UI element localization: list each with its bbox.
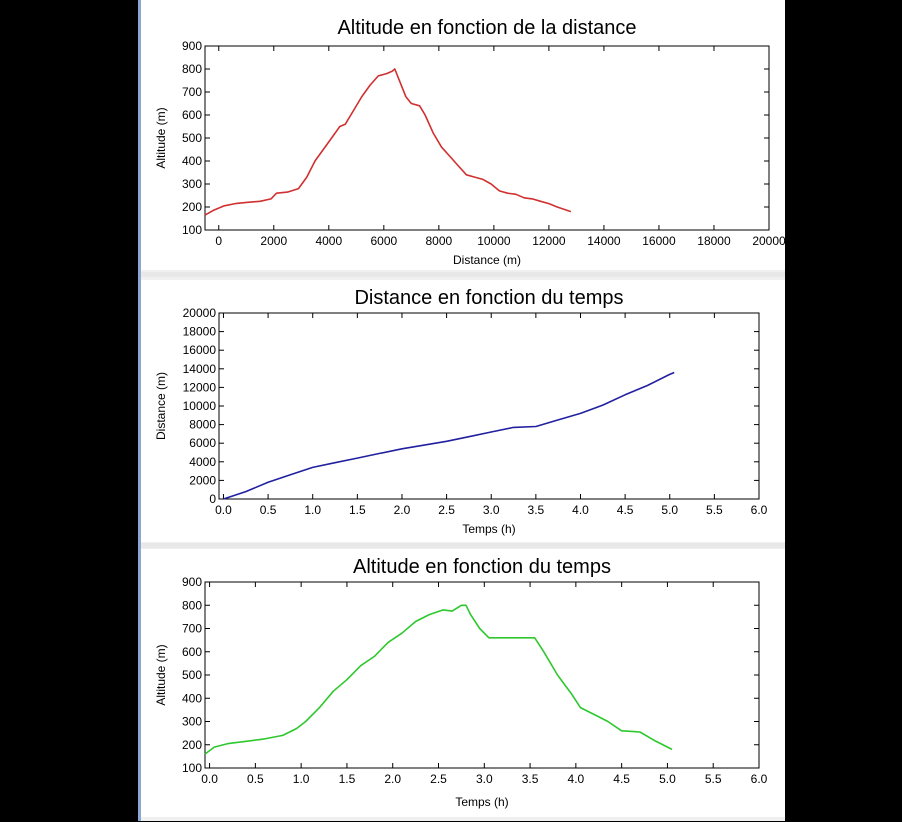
x-tick-label: 2000 [260,234,287,248]
series-line [204,604,673,755]
y-tick-label: 0 [209,492,216,506]
chart-title: Altitude en fonction de la distance [337,17,636,39]
y-tick-label: 500 [182,131,202,145]
y-tick-label: 500 [182,668,202,682]
chart-altitude-distance: Altitude en fonction de la distance 100 20… [154,17,786,267]
x-tick-label: 6.0 [751,772,768,786]
y-axis-label: Altitude (m) [154,107,168,168]
y-tick-label: 4000 [189,455,216,469]
y-axis-label: Distance (m) [154,372,168,440]
x-tick-label: 6.0 [751,503,768,517]
x-tick-label: 6000 [370,234,397,248]
panel-distance-temps: Distance en fonction du temps 0 2000 4000 60… [141,280,785,542]
x-tick-label: 4000 [315,234,342,248]
y-tick-label: 700 [182,85,202,99]
y-tick-label: 14000 [183,362,217,376]
panel-divider [141,543,785,548]
x-tick-label: 2.5 [430,772,447,786]
y-tick-label: 100 [182,761,202,775]
y-tick-label: 100 [182,223,202,237]
panel-divider [141,272,785,277]
x-tick-label: 5.5 [706,503,723,517]
chart-altitude-temps: Altitude en fonction du temps 100 200 300 40… [154,556,768,809]
x-tick-label: 2.0 [394,503,411,517]
x-axis-label: Temps (h) [455,795,508,809]
panel-altitude-temps: Altitude en fonction du temps 100 200 300 40… [141,549,785,817]
x-tick-label: 4.0 [572,503,589,517]
plot-area [204,45,770,231]
x-tick-label: 5.5 [705,772,722,786]
plot-area [204,581,760,769]
chart-title: Distance en fonction du temps [354,287,623,309]
x-tick-label: 1.0 [304,503,321,517]
y-tick-label: 12000 [183,380,217,394]
y-tick-label: 900 [182,575,202,589]
x-tick-label: 4.5 [617,503,634,517]
x-tick-label: 8000 [426,234,453,248]
series-line [223,371,675,500]
x-tick-label: 20000 [752,234,785,248]
x-tick-label: 1.0 [293,772,310,786]
x-tick-label: 1.5 [339,772,356,786]
x-tick-label: 2.0 [384,772,401,786]
x-tick-label: 10000 [477,234,511,248]
x-tick-label: 5.0 [661,503,678,517]
panel-altitude-distance: Altitude en fonction de la distance 100 20… [141,0,786,270]
y-tick-label: 800 [182,598,202,612]
y-tick-label: 400 [182,691,202,705]
y-tick-label: 400 [182,154,202,168]
x-tick-label: 4.0 [568,772,585,786]
x-tick-label: 0.0 [201,772,218,786]
chart-distance-temps: Distance en fonction du temps 0 2000 4000 60… [154,287,768,536]
y-tick-label: 900 [182,39,202,53]
x-tick-label: 3.0 [476,772,493,786]
figure-window: Altitude en fonction de la distance 100 20… [138,0,786,821]
window-left-border [138,0,141,821]
y-tick-label: 600 [182,108,202,122]
y-tick-label: 800 [182,62,202,76]
y-tick-label: 16000 [183,343,217,357]
y-tick-label: 200 [182,200,202,214]
x-tick-label: 0.5 [260,503,277,517]
y-tick-label: 18000 [183,325,217,339]
x-tick-label: 14000 [587,234,621,248]
chart-title: Altitude en fonction du temps [353,556,611,578]
y-tick-label: 20000 [183,306,217,320]
x-tick-label: 4.5 [613,772,630,786]
x-tick-label: 2.5 [438,503,455,517]
x-tick-label: 1.5 [349,503,366,517]
y-tick-label: 300 [182,177,202,191]
y-tick-label: 300 [182,715,202,729]
x-tick-label: 5.0 [659,772,676,786]
x-tick-label: 12000 [532,234,566,248]
x-tick-label: 3.0 [483,503,500,517]
x-tick-label: 18000 [697,234,731,248]
y-axis-label: Altitude (m) [154,644,168,705]
y-tick-label: 6000 [189,436,216,450]
x-tick-label: 3.5 [528,503,545,517]
y-tick-label: 700 [182,622,202,636]
y-tick-label: 8000 [189,418,216,432]
x-tick-label: 0 [215,234,222,248]
x-tick-label: 16000 [642,234,676,248]
x-tick-label: 3.5 [522,772,539,786]
y-tick-label: 2000 [189,473,216,487]
y-tick-label: 600 [182,645,202,659]
x-tick-label: 0.0 [215,503,232,517]
y-tick-label: 200 [182,738,202,752]
x-axis-label: Distance (m) [453,253,521,267]
series-line [204,68,572,216]
x-axis-label: Temps (h) [462,522,515,536]
y-tick-label: 10000 [183,399,217,413]
x-tick-label: 0.5 [247,772,264,786]
